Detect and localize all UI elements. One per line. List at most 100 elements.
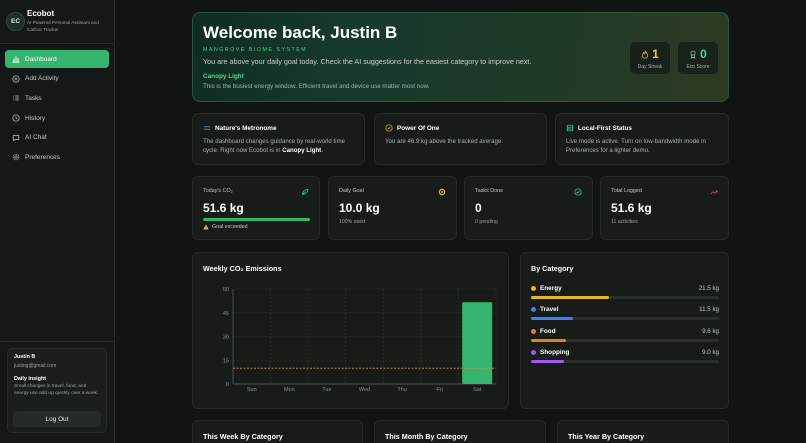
daily-goal-card: Daily Goal 10.0 kg 100% used [328,176,457,240]
this-month-by-category-card: This Month By Category [374,420,546,443]
metric-sub: 11 activities [611,219,638,225]
coin-icon [385,124,393,132]
card-title: This Week By Category [203,432,283,441]
info-text: You are 46.9 kg above the tracked averag… [385,138,504,145]
local-first-status-card: Local-First Status Live mode is active. … [555,113,729,165]
category-value: 9.0 kg [702,348,719,356]
sidebar-item-ai-chat[interactable]: AI Chat [5,129,109,147]
card-title: This Year By Category [568,432,645,441]
day-streak-stat: 1 Day Streak [629,41,671,75]
bar-chart-icon [11,55,20,64]
x-tick-label: Wed [359,387,370,393]
category-bar-fill [531,317,573,321]
y-tick-label: 30 [223,335,229,341]
metric-value: 51.6 kg [611,201,652,215]
canopy-light-emphasis: Canopy Light [282,147,322,154]
brand-logo: EC [6,12,25,31]
sidebar-nav: Dashboard Add Activity Tasks History AI … [5,50,109,168]
sidebar-item-tasks[interactable]: Tasks [5,89,109,107]
eco-score-value: 0 [700,47,707,61]
daily-insight-title: Daily insight [14,376,47,382]
logout-button[interactable]: Log Out [13,411,101,427]
category-bar-fill [531,359,564,363]
category-row-travel: Travel 11.5 kg [531,306,719,322]
sidebar-item-label: AI Chat [25,134,47,142]
this-year-by-category-card: This Year By Category [557,420,729,443]
info-title: Power Of One [385,124,439,132]
total-logged-card: Total Logged 51.6 kg 11 activities [600,176,729,240]
sidebar-item-history[interactable]: History [5,109,109,127]
x-tick-label: Mon [284,387,295,393]
info-title-text: Power Of One [397,124,440,132]
power-of-one-card: Power Of One You are 46.9 kg above the t… [374,113,547,165]
category-dot [531,286,536,291]
sidebar-item-preferences[interactable]: Preferences [5,148,109,166]
metric-sub: 0 pending [475,219,498,225]
category-dot [531,307,536,313]
info-text: Live mode is active. Turn on low-bandwid… [566,138,706,154]
by-category-title: By Category [531,264,574,273]
gear-icon [11,153,20,162]
eco-score-label: Eco Score [686,64,710,70]
natures-metronome-card: Nature's Metronome The dashboard changes… [192,113,365,165]
category-dot [531,328,536,334]
eco-score-stat: 0 Eco Score [677,41,719,75]
tasks-done-card: Tasks Done 0 0 pending [464,176,593,240]
metric-value: 51.6 kg [203,201,244,215]
x-tick-label: Thu [397,387,406,393]
leaf-icon [302,188,309,195]
info-text: The dashboard changes guidance by real-w… [203,137,356,155]
info-title-text: Local-First Status [578,124,632,132]
weekly-emissions-card: Weekly CO₂ Emissions 0 15 30 45 60 Sun Mon Tue W… [192,252,509,409]
category-bar-fill [531,296,610,299]
biome-label: MANGROVE BIOME SYSTEM [203,47,308,53]
daily-insight-text: Small changes in travel, food, and energ… [14,384,99,396]
flame-icon [642,49,649,59]
day-streak-label: Day Streak [637,64,663,70]
hero-message: You are above your daily goal today. Che… [203,57,532,66]
metric-sub: 100% used [339,219,365,225]
metric-value: 0 [475,201,482,215]
x-tick-label: Sun [247,387,257,393]
sidebar-item-label: History [25,114,46,122]
x-tick-label: Tue [322,387,331,393]
sidebar-item-label: Add Activity [25,75,59,83]
x-tick-label: Sat [473,387,482,393]
clock-icon [11,114,20,123]
category-name: Energy [540,285,562,292]
sidebar-item-dashboard[interactable]: Dashboard [5,50,109,68]
sidebar-item-label: Tasks [25,94,42,102]
list-icon [11,94,20,103]
hero-tip: This is the busiest energy window. Effic… [203,83,430,90]
check-circle-icon [574,188,582,196]
divider [0,341,115,342]
info-title: Local-First Status [566,124,632,132]
sidebar: EC Ecobot AI Powered Personal Assistant … [0,0,115,443]
info-text-part: . [321,147,323,154]
canopy-light-link[interactable]: Canopy Light [203,73,244,80]
y-tick-label: 60 [223,287,229,293]
award-icon [690,50,696,59]
target-icon [438,188,446,196]
co2-progress-bar [203,218,310,221]
sidebar-item-add-activity[interactable]: Add Activity [5,70,109,88]
y-tick-label: 0 [226,382,229,388]
goal-warning: Goal exceeded [203,224,248,230]
day-streak-value: 1 [652,47,659,61]
category-bar [531,359,719,363]
category-dot [531,349,536,355]
category-value: 11.5 kg [699,306,719,314]
info-title-text: Nature's Metronome [215,124,277,132]
brand-title: Ecobot [27,9,55,18]
category-name: Shopping [540,348,570,356]
category-value: 21.5 kg [698,285,719,292]
metric-value: 10.0 kg [339,201,380,215]
by-category-card: By Category Energy 21.5 kg Travel 11.5 kg Fo… [520,252,729,409]
user-email: justing@gmail.com [14,363,57,369]
category-row-energy: Energy 21.5 kg [531,285,719,301]
metric-label: Daily Goal [339,188,364,194]
chart-title: Weekly CO₂ Emissions [203,264,282,273]
weekly-emissions-chart: 0 15 30 45 60 Sun Mon Tue Wed Thu Fri Sat [223,287,497,393]
divider [0,43,115,44]
card-title: This Month By Category [385,432,468,441]
